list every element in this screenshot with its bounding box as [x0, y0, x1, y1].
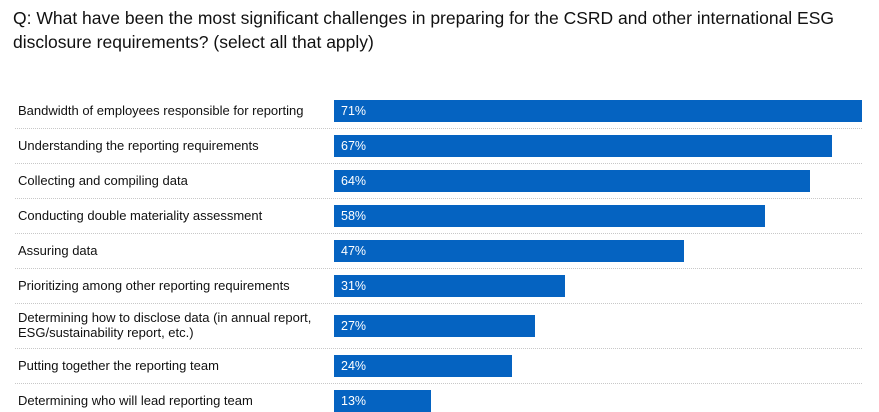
row-separator [15, 163, 862, 164]
bar: 71% [334, 100, 862, 122]
row-separator [15, 303, 862, 304]
category-label: Determining who will lead reporting team [18, 392, 253, 408]
category-label: Putting together the reporting team [18, 357, 219, 373]
category-label: Determining how to disclose data (in ann… [18, 310, 312, 340]
data-label: 31% [341, 279, 367, 293]
row-separator [15, 128, 862, 129]
row-separator [15, 383, 862, 384]
row-separator [15, 348, 862, 349]
category-label: Conducting double materiality assessment [18, 207, 263, 223]
row-separator [15, 233, 862, 234]
data-label: 67% [341, 139, 367, 153]
data-label: 27% [341, 319, 367, 333]
bar: 64% [334, 170, 810, 192]
category-label: Assuring data [18, 242, 98, 258]
bar: 67% [334, 135, 833, 157]
bar: 58% [334, 205, 766, 227]
chart-title: Q: What have been the most significant c… [13, 8, 835, 52]
row-separator [15, 268, 862, 269]
category-label: Prioritizing among other reporting requi… [18, 277, 290, 293]
data-label: 64% [341, 174, 367, 188]
bar: 27% [334, 315, 535, 337]
bar: 13% [334, 390, 431, 412]
bar: 24% [334, 355, 513, 377]
bar: 31% [334, 275, 565, 297]
category-label: Bandwidth of employees responsible for r… [18, 102, 304, 118]
category-label: Understanding the reporting requirements [18, 137, 259, 153]
data-label: 24% [341, 359, 367, 373]
data-label: 47% [341, 244, 367, 258]
bar: 47% [334, 240, 684, 262]
data-label: 58% [341, 209, 367, 223]
data-label: 13% [341, 394, 367, 408]
data-label: 71% [341, 104, 367, 118]
row-separator [15, 198, 862, 199]
category-label: Collecting and compiling data [18, 172, 188, 188]
